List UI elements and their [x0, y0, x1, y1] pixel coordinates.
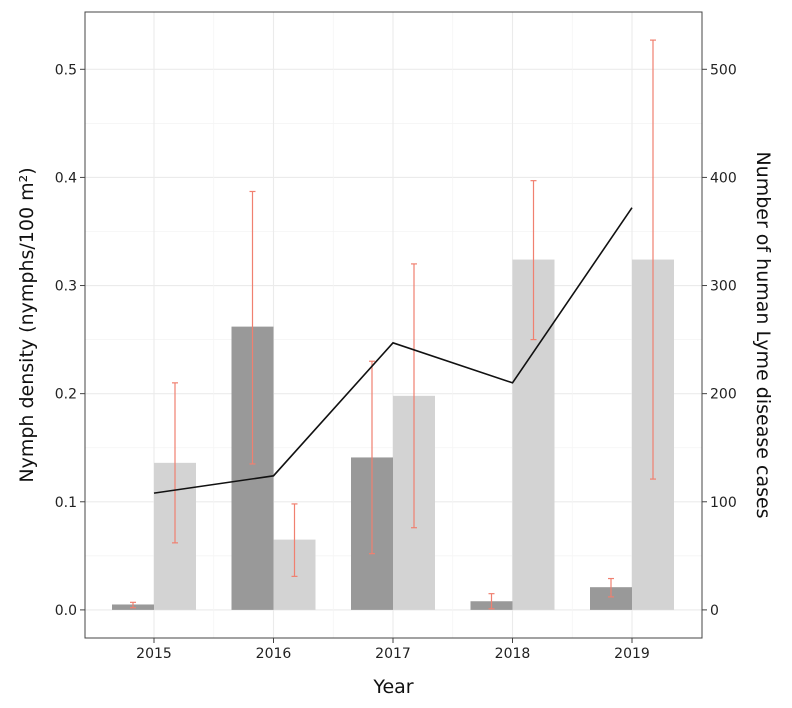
error-bar-series2-2016 [291, 503, 298, 577]
y-tick-label: 0.1 [55, 495, 77, 511]
right-axis: 0 100 200 300 400 500 [702, 62, 737, 619]
y-axis-title: Nymph density (nymphs/100 m²) [16, 167, 38, 482]
x-tick-label: 2018 [495, 646, 531, 662]
error-bar-series1-2017 [369, 360, 375, 555]
y-tick-label: 0.3 [55, 279, 77, 295]
x-tick-label: 2016 [256, 646, 292, 662]
error-bar-series2-2018 [530, 180, 537, 341]
y-tick-label: 0.0 [55, 603, 77, 619]
y-tick-label: 0.5 [55, 62, 77, 78]
error-bar-series1-2015 [130, 601, 136, 609]
error-bar-series2-2017 [411, 263, 417, 529]
y2-tick-label: 200 [710, 387, 737, 403]
y2-tick-label: 300 [710, 279, 737, 295]
bar-series1-2019 [590, 587, 632, 610]
x-tick-label: 2019 [614, 646, 650, 662]
error-bar-series2-2015 [172, 382, 178, 544]
error-bar-series2-2019 [650, 39, 656, 480]
y2-tick-label: 400 [710, 170, 737, 186]
x-tick-label: 2015 [136, 646, 172, 662]
error-layer [130, 39, 656, 610]
line-layer [153, 207, 633, 494]
y2-tick-label: 500 [710, 62, 737, 78]
error-bar-series1-2016 [249, 190, 256, 465]
y2-tick-label: 100 [710, 495, 737, 511]
x-tick-label: 2017 [375, 646, 411, 662]
cases-line [153, 207, 633, 494]
y2-tick-label: 0 [710, 603, 719, 619]
y-tick-label: 0.4 [55, 170, 77, 186]
y2-axis-title: Number of human Lyme disease cases [752, 151, 774, 518]
x-axis-title: Year [372, 676, 413, 698]
error-bar-series1-2018 [488, 593, 495, 610]
y-tick-label: 0.2 [55, 387, 77, 403]
error-bar-series1-2019 [608, 577, 614, 598]
left-axis: 0.0 0.1 0.2 0.3 0.4 0.5 [55, 62, 85, 619]
x-axis: 2015 2016 2017 2018 2019 [136, 638, 650, 662]
